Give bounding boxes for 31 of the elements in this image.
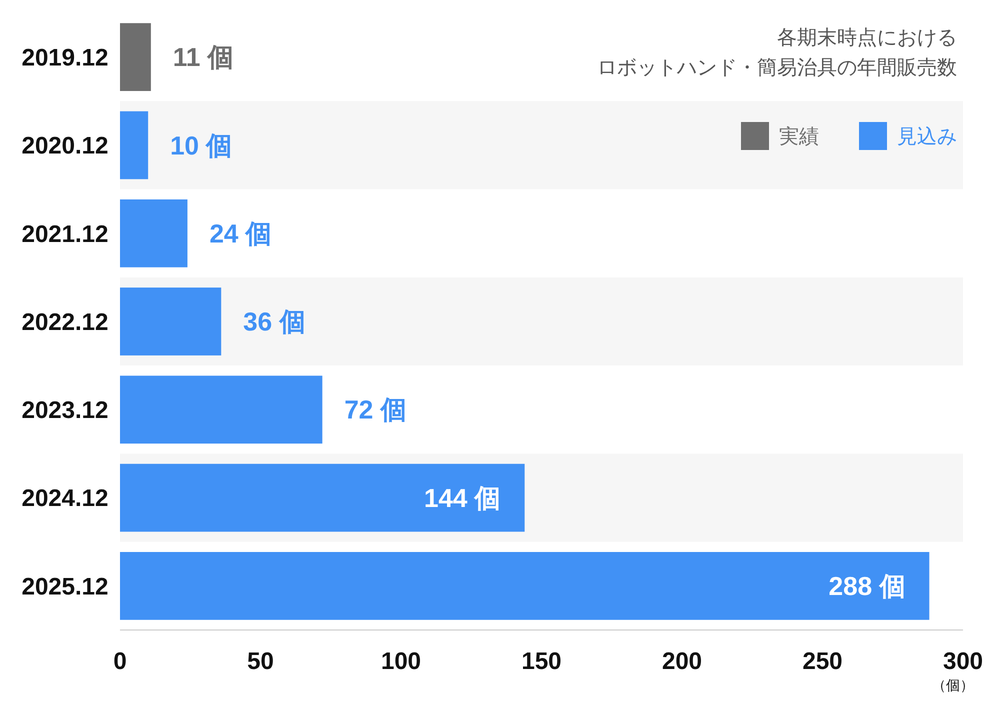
x-tick-label: 300: [942, 648, 984, 676]
bar: [120, 376, 322, 444]
x-tick-label: 250: [802, 648, 843, 676]
bar: [120, 23, 151, 92]
data-label: 288 個: [828, 571, 906, 602]
bar: [120, 288, 222, 356]
text: 各期末時点における: [777, 27, 957, 49]
data-label: 24 個: [209, 218, 272, 248]
y-tick-label: 2025.12: [22, 573, 108, 600]
text: ロボットハンド・簡易治具の年間販売数: [597, 57, 957, 79]
data-label: 36 個: [243, 306, 306, 337]
data-label: 10 個: [170, 130, 232, 160]
data-label: 144 個: [424, 482, 501, 513]
y-tick-label: 2019.12: [22, 44, 108, 72]
data-label: 72 個: [344, 394, 406, 425]
x-tick-label: 0: [113, 648, 127, 676]
x-tick-label: 100: [380, 648, 422, 676]
x-tick-label: 200: [662, 648, 702, 676]
y-tick-label: 2023.12: [22, 397, 108, 424]
bar: [120, 111, 148, 180]
x-axis-title: （個）: [932, 677, 974, 693]
x-tick-label: 50: [247, 648, 274, 676]
legend-label: 見込み: [897, 126, 957, 148]
y-tick-label: 2021.12: [22, 220, 108, 248]
legend-label: 実績: [779, 125, 819, 148]
bar: [120, 199, 188, 268]
x-tick-label: 150: [521, 648, 562, 676]
y-tick-label: 2024.12: [22, 485, 108, 512]
y-tick-label: 2022.12: [22, 308, 108, 336]
data-label: 11 個: [172, 42, 234, 72]
y-tick-label: 2020.12: [22, 132, 108, 160]
